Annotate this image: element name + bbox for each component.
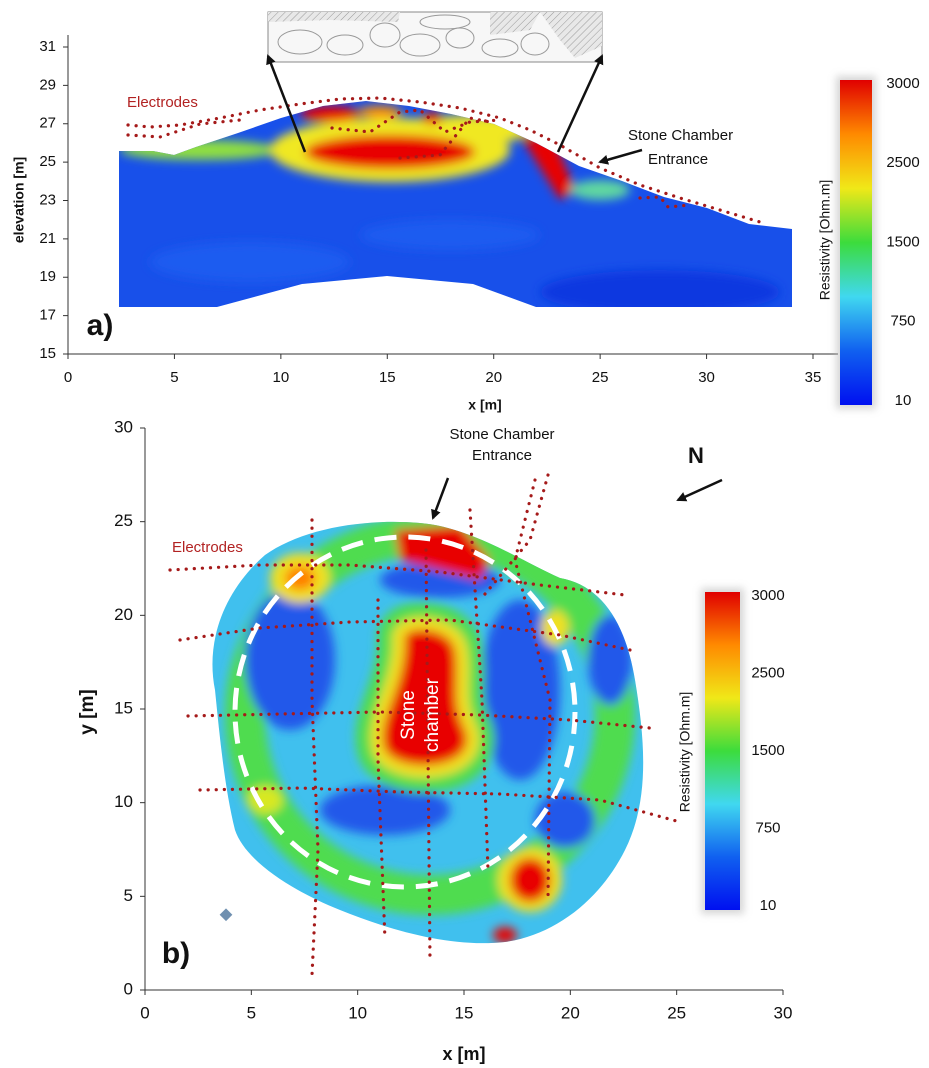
x-tick-label: 10 bbox=[348, 1003, 367, 1022]
colorbar bbox=[705, 592, 740, 910]
x-tick-label: 35 bbox=[805, 369, 822, 386]
annotation: Entrance bbox=[472, 447, 532, 464]
chamber-sketch bbox=[267, 11, 603, 63]
arrow bbox=[676, 478, 723, 502]
x-tick-label: 15 bbox=[379, 369, 396, 386]
annotation: Electrodes bbox=[172, 539, 243, 556]
electrodes-b bbox=[168, 473, 682, 977]
colorbar-tick-label: 2500 bbox=[886, 154, 919, 171]
electrodes bbox=[126, 96, 762, 224]
chamber-ring bbox=[232, 534, 578, 890]
x-tick-label: 15 bbox=[455, 1003, 474, 1022]
x-tick-label: 10 bbox=[273, 369, 290, 386]
y-tick-label: 25 bbox=[114, 511, 133, 530]
sketch-hatch bbox=[540, 12, 602, 58]
x-tick-label: 30 bbox=[774, 1003, 793, 1022]
x-axis-label: x [m] bbox=[468, 397, 501, 413]
colorbar-tick-label: 750 bbox=[890, 313, 915, 330]
sketch-stones bbox=[277, 14, 550, 58]
annotation: Stone Chamber bbox=[628, 127, 733, 144]
y-axis-label: y [m] bbox=[77, 689, 98, 734]
y-tick-label: 29 bbox=[39, 76, 56, 93]
arrow bbox=[556, 54, 604, 153]
y-tick-label: 17 bbox=[39, 307, 56, 324]
x-tick-label: 5 bbox=[247, 1003, 256, 1022]
x-tick-label: 5 bbox=[170, 369, 178, 386]
y-tick-label: 30 bbox=[114, 417, 133, 436]
x-tick-label: 0 bbox=[140, 1003, 149, 1022]
x-tick-label: 30 bbox=[698, 369, 715, 386]
x-tick-label: 0 bbox=[64, 369, 72, 386]
y-tick-label: 10 bbox=[114, 792, 133, 811]
arrow bbox=[598, 148, 643, 165]
colorbar-label: Resistivity [Ohm.m] bbox=[817, 180, 833, 301]
y-tick-label: 19 bbox=[39, 268, 56, 285]
y-tick-label: 20 bbox=[114, 605, 133, 624]
arrow bbox=[266, 54, 307, 153]
annotation: Electrodes bbox=[127, 94, 198, 111]
electrodes bbox=[330, 108, 502, 134]
y-tick-label: 25 bbox=[39, 153, 56, 170]
annotation: Stone Chamber bbox=[449, 426, 554, 443]
colorbar-tick-label: 750 bbox=[755, 819, 780, 836]
arrow bbox=[431, 477, 450, 520]
x-tick-label: 20 bbox=[485, 369, 502, 386]
x-tick-label: 25 bbox=[667, 1003, 686, 1022]
sketch-hatch bbox=[490, 12, 540, 35]
x-tick-label: 25 bbox=[592, 369, 609, 386]
colorbar-tick-label: 3000 bbox=[886, 75, 919, 92]
colorbar-tick-label: 10 bbox=[895, 392, 912, 409]
y-tick-label: 5 bbox=[124, 886, 133, 905]
annotation: chamber bbox=[422, 677, 443, 752]
colorbar-tick-label: 1500 bbox=[751, 742, 784, 759]
marker bbox=[219, 908, 233, 922]
x-tick-label: 20 bbox=[561, 1003, 580, 1022]
y-axis-label: elevation [m] bbox=[11, 157, 27, 243]
y-tick-label: 15 bbox=[39, 345, 56, 362]
x-axis-label: x [m] bbox=[442, 1044, 485, 1064]
y-tick-label: 23 bbox=[39, 191, 56, 208]
colorbar-tick-label: 1500 bbox=[886, 233, 919, 250]
annotation: N bbox=[688, 443, 704, 468]
y-tick-label: 15 bbox=[114, 698, 133, 717]
annotation: Stone bbox=[398, 690, 419, 740]
electrodes bbox=[398, 116, 492, 160]
y-tick-label: 27 bbox=[39, 115, 56, 132]
panel-label: a) bbox=[87, 309, 114, 342]
sketch-hatch bbox=[268, 12, 400, 22]
colorbar bbox=[840, 80, 872, 405]
colorbar-label: Resistivity [Ohm.m] bbox=[677, 692, 693, 813]
panel-label: b) bbox=[162, 937, 190, 970]
y-tick-label: 0 bbox=[124, 979, 133, 998]
electrodes bbox=[126, 118, 242, 139]
colorbar-tick-label: 2500 bbox=[751, 664, 784, 681]
colorbar-tick-label: 10 bbox=[760, 897, 777, 914]
y-tick-label: 31 bbox=[39, 38, 56, 55]
colorbar-tick-label: 3000 bbox=[751, 587, 784, 604]
annotation: Entrance bbox=[648, 151, 708, 168]
y-tick-label: 21 bbox=[39, 230, 56, 247]
